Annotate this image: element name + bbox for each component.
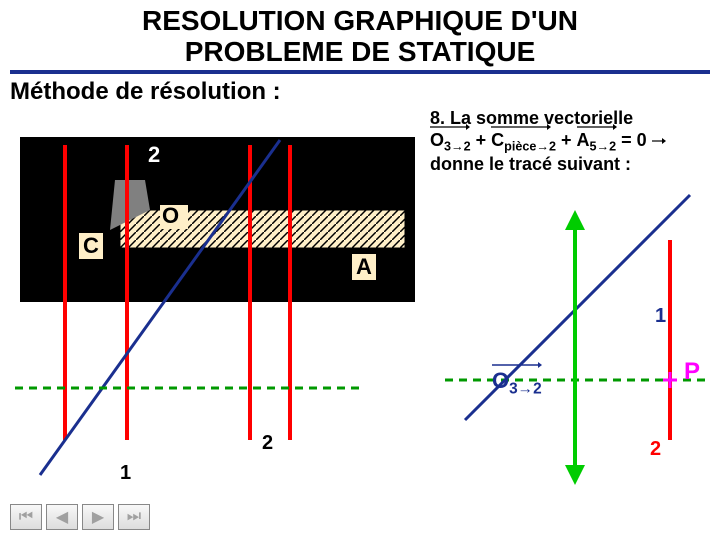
left-blue-line (40, 140, 280, 475)
vector-A: A5→2 (577, 130, 617, 155)
nav-controls: ⏮ ◀ ▶ ⏭ (10, 504, 150, 530)
title-line2: PROBLEME DE STATIQUE (0, 37, 720, 68)
subtitle: Méthode de résolution : (0, 78, 720, 106)
vector-C: Cpièce→2 (491, 130, 556, 155)
nav-first-button[interactable]: ⏮ (10, 504, 42, 530)
label-r-1: 1 (655, 305, 666, 328)
nav-prev-button[interactable]: ◀ (46, 504, 78, 530)
title-line1: RESOLUTION GRAPHIQUE D'UN (0, 6, 720, 37)
nav-next-icon: ▶ (92, 507, 104, 527)
gray-bracket (110, 180, 150, 230)
label-r-P: P (684, 358, 700, 386)
label-r-O32: O3→2 (492, 368, 542, 398)
nav-prev-icon: ◀ (56, 507, 68, 527)
nav-next-button[interactable]: ▶ (82, 504, 114, 530)
step-text: 8. La somme vectorielle O3→2 + Cpièce→2 … (430, 108, 710, 176)
label-A: A (351, 253, 377, 281)
label-C: C (78, 232, 104, 260)
vector-O: O3→2 (430, 130, 471, 155)
label-1-bottom: 1 (120, 462, 131, 485)
label-O: O (162, 203, 179, 229)
step-line1: 8. La somme vectorielle (430, 108, 710, 130)
step-equation: O3→2 + Cpièce→2 + A5→2 = 0 (430, 130, 710, 155)
nav-first-icon: ⏮ (19, 508, 33, 526)
nav-last-icon: ⏭ (127, 508, 141, 526)
page-title: RESOLUTION GRAPHIQUE D'UN PROBLEME DE ST… (0, 0, 720, 68)
nav-last-button[interactable]: ⏭ (118, 504, 150, 530)
label-2-bottom: 2 (262, 432, 273, 455)
title-underline (10, 70, 710, 74)
label-2-top: 2 (148, 142, 160, 168)
step-line3: donne le tracé suivant : (430, 154, 710, 176)
label-r-2: 2 (650, 438, 661, 461)
